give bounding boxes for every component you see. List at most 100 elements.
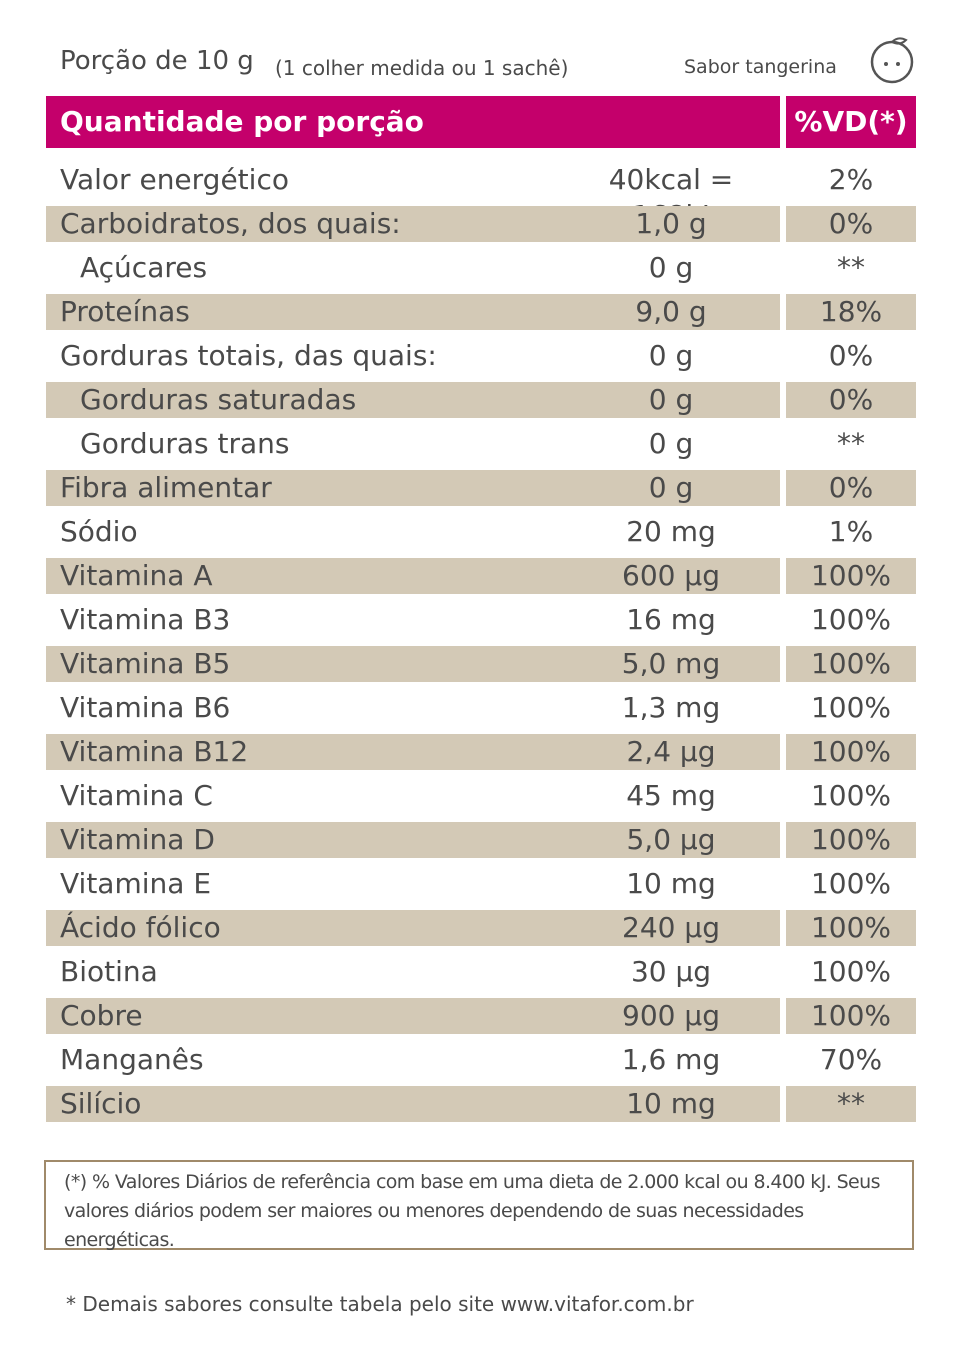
daily-value: 0% [786, 382, 916, 418]
table-row: 20 mg Sódio 1% [46, 514, 916, 550]
row-bg: 30 µg [46, 954, 780, 990]
table-row: 240 µg Ácido fólico 100% [46, 910, 916, 946]
daily-value: 100% [786, 646, 916, 682]
portion: Porção de 10 g [60, 46, 254, 76]
daily-value: 100% [810, 867, 892, 900]
amount: 600 µg [622, 559, 720, 592]
row-bg: 2,4 µg [46, 734, 780, 770]
amount: 0 g [648, 427, 694, 460]
nutrient: Cobre [60, 999, 143, 1032]
portion-note: (1 colher medida ou 1 sachê) [275, 56, 569, 80]
nutrient: Vitamina E [60, 867, 212, 900]
amount: 1,3 mg [621, 691, 721, 724]
nutrient: Açúcares [80, 251, 208, 284]
amount: 30 µg [630, 955, 712, 988]
note: * Demais sabores consulte tabela pelo si… [66, 1292, 694, 1316]
row-bg: 16 mg [46, 602, 780, 638]
nutrient: Gorduras trans [80, 427, 290, 460]
row-bg: 0 g [46, 250, 780, 286]
nutrient: Biotina [60, 955, 158, 988]
table-row: 9,0 g Proteínas 18% [46, 294, 916, 330]
table-row: 900 µg Cobre 100% [46, 998, 916, 1034]
fruit-icon [870, 37, 914, 84]
row-bg: 10 mg [46, 866, 780, 902]
daily-value: ** [786, 1086, 916, 1122]
nutrient: Valor energético [60, 163, 289, 196]
row-bg: 10 mg [46, 1086, 780, 1122]
amount: 0 g [648, 471, 694, 504]
row-bg: 0 g [46, 470, 780, 506]
nutrient: Carboidratos, dos quais: [60, 207, 401, 240]
row-bg: 600 µg [46, 558, 780, 594]
daily-value: 18% [786, 294, 916, 330]
nutrient: Vitamina B5 [60, 647, 231, 680]
table-row: 0 g Gorduras saturadas 0% [46, 382, 916, 418]
nutrient: Vitamina A [60, 559, 213, 592]
amount: 240 µg [622, 911, 720, 944]
header-cell: Quantidade por porção [46, 96, 780, 148]
footnote-box: (*) % Valores Diários de referência com … [44, 1160, 914, 1251]
daily-value: 100% [786, 910, 916, 946]
daily-value: 100% [810, 955, 892, 988]
nutrient: Gorduras saturadas [80, 383, 357, 416]
table-row: 1,3 mg Vitamina B6 100% [46, 690, 916, 726]
amount: 0 g [648, 383, 694, 416]
amount: 45 mg [626, 779, 716, 812]
daily-value: 100% [786, 558, 916, 594]
daily-value: 100% [786, 734, 916, 770]
table-row: 45 mg Vitamina C 100% [46, 778, 916, 814]
nutrient: Sódio [60, 515, 138, 548]
amount: 1,0 g [635, 207, 707, 240]
row-bg: 240 µg [46, 910, 780, 946]
amount: 2,4 µg [626, 735, 716, 768]
amount: 0 g [648, 339, 694, 372]
row-bg: 1,6 mg [46, 1042, 780, 1078]
table-row: 5,0 µg Vitamina D 100% [46, 822, 916, 858]
table-row: 0 g Fibra alimentar 0% [46, 470, 916, 506]
row-bg: 0 g [46, 426, 780, 462]
nutrient: Vitamina C [60, 779, 213, 812]
amount: 1,6 mg [621, 1043, 721, 1076]
nutrient: Vitamina B12 [60, 735, 249, 768]
daily-value: ** [837, 251, 865, 284]
table-row: 1,0 g Carboidratos, dos quais: 0% [46, 206, 916, 242]
row-bg: 900 µg [46, 998, 780, 1034]
table-row: 0 g Gorduras totais, das quais: 0% [46, 338, 916, 374]
row-bg: 0 g [46, 382, 780, 418]
nutrient: Vitamina B6 [60, 691, 231, 724]
table-row: 10 mg Silício ** [46, 1086, 916, 1122]
amount: 20 mg [626, 515, 716, 548]
amount: 5,0 µg [626, 823, 716, 856]
row-bg: 0 g [46, 338, 780, 374]
nutrient: Fibra alimentar [60, 471, 272, 504]
table-row: 10 mg Vitamina E 100% [46, 866, 916, 902]
daily-value: 0% [786, 470, 916, 506]
daily-value: 100% [786, 998, 916, 1034]
footnote: (*) % Valores Diários de referência com … [64, 1171, 880, 1251]
daily-value: 0% [828, 339, 874, 372]
nutrient: Manganês [60, 1043, 204, 1076]
table-row: 0 g Açúcares ** [46, 250, 916, 286]
row-bg: 5,0 µg [46, 822, 780, 858]
row-bg: 20 mg [46, 514, 780, 550]
nutrient: Silício [60, 1087, 142, 1120]
nutrient: Vitamina B3 [60, 603, 231, 636]
daily-value: 2% [828, 163, 874, 196]
nutrient: Ácido fólico [60, 911, 221, 944]
row-bg: 9,0 g [46, 294, 780, 330]
row-bg: 5,0 mg [46, 646, 780, 682]
flavor: Sabor tangerina [684, 56, 837, 78]
daily-value: 100% [810, 691, 892, 724]
table-row: 30 µg Biotina 100% [46, 954, 916, 990]
amount: 900 µg [622, 999, 720, 1032]
header-cell: %VD(*) [786, 96, 916, 148]
row-bg: 1,0 g [46, 206, 780, 242]
daily-value: 0% [786, 206, 916, 242]
amount: 0 g [648, 251, 694, 284]
nutrient: Gorduras totais, das quais: [60, 339, 437, 372]
table-row: 1,6 mg Manganês 70% [46, 1042, 916, 1078]
table-row: 0 g Gorduras trans ** [46, 426, 916, 462]
table-row: 600 µg Vitamina A 100% [46, 558, 916, 594]
